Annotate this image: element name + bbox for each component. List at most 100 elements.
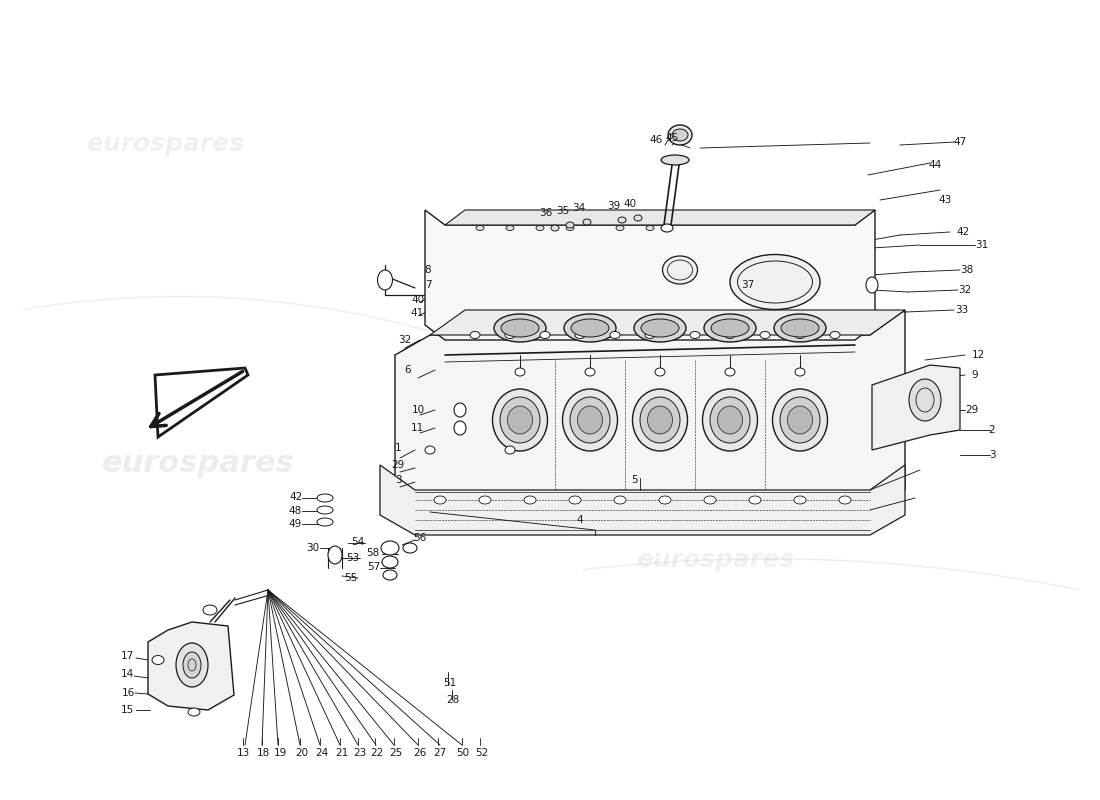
Text: 12: 12 [971, 350, 984, 360]
Ellipse shape [661, 224, 673, 232]
Text: 40: 40 [411, 295, 425, 305]
Text: 39: 39 [607, 201, 620, 211]
Ellipse shape [725, 331, 735, 338]
Text: eurospares: eurospares [101, 450, 295, 478]
Text: 28: 28 [447, 695, 460, 705]
Text: 46: 46 [649, 135, 662, 145]
Text: 49: 49 [288, 519, 301, 529]
Text: 36: 36 [539, 208, 552, 218]
Ellipse shape [566, 222, 574, 228]
Ellipse shape [328, 546, 342, 564]
Polygon shape [425, 210, 874, 340]
Text: 31: 31 [976, 240, 989, 250]
Ellipse shape [493, 389, 548, 451]
Text: 35: 35 [557, 206, 570, 216]
Text: 3: 3 [395, 475, 402, 485]
Text: 17: 17 [120, 651, 133, 661]
Polygon shape [379, 465, 905, 535]
Ellipse shape [780, 397, 820, 443]
Ellipse shape [730, 254, 820, 310]
Ellipse shape [645, 331, 654, 338]
Ellipse shape [704, 496, 716, 504]
Text: 23: 23 [353, 748, 366, 758]
Text: 21: 21 [336, 748, 349, 758]
Text: 56: 56 [414, 533, 427, 543]
Ellipse shape [616, 226, 624, 230]
Ellipse shape [152, 655, 164, 665]
Ellipse shape [204, 605, 217, 615]
Text: eurospares: eurospares [636, 548, 794, 572]
Ellipse shape [470, 331, 480, 338]
Ellipse shape [478, 496, 491, 504]
Ellipse shape [866, 277, 878, 293]
Ellipse shape [403, 543, 417, 553]
Ellipse shape [500, 319, 539, 337]
Text: 32: 32 [958, 285, 971, 295]
Text: 14: 14 [120, 669, 133, 679]
Ellipse shape [505, 331, 515, 338]
Ellipse shape [794, 496, 806, 504]
Ellipse shape [564, 314, 616, 342]
Ellipse shape [788, 406, 813, 434]
Text: 45: 45 [666, 133, 679, 143]
Ellipse shape [690, 331, 700, 338]
Text: 42: 42 [956, 227, 969, 237]
Ellipse shape [648, 406, 672, 434]
Ellipse shape [494, 314, 546, 342]
Ellipse shape [515, 368, 525, 376]
Text: 15: 15 [120, 705, 133, 715]
Text: 50: 50 [456, 748, 470, 758]
Text: 10: 10 [411, 405, 425, 415]
Ellipse shape [654, 368, 666, 376]
Text: 19: 19 [274, 748, 287, 758]
Text: 1: 1 [395, 443, 402, 453]
Text: 33: 33 [956, 305, 969, 315]
Ellipse shape [425, 446, 435, 454]
Text: 2: 2 [989, 425, 996, 435]
Ellipse shape [774, 314, 826, 342]
Text: 43: 43 [938, 195, 952, 205]
Ellipse shape [551, 225, 559, 231]
Text: 13: 13 [236, 748, 250, 758]
Polygon shape [872, 365, 960, 450]
Ellipse shape [640, 397, 680, 443]
Text: 25: 25 [389, 748, 403, 758]
Text: 55: 55 [344, 573, 358, 583]
Text: 11: 11 [410, 423, 424, 433]
Ellipse shape [317, 494, 333, 502]
Ellipse shape [434, 496, 446, 504]
FancyArrowPatch shape [23, 297, 458, 339]
Text: 3: 3 [989, 450, 996, 460]
Text: 6: 6 [405, 365, 411, 375]
Text: 7: 7 [425, 280, 431, 290]
Ellipse shape [659, 496, 671, 504]
Text: 52: 52 [475, 748, 488, 758]
Ellipse shape [668, 125, 692, 145]
Polygon shape [155, 368, 248, 437]
Ellipse shape [717, 406, 743, 434]
Polygon shape [395, 310, 905, 510]
Ellipse shape [500, 397, 540, 443]
Ellipse shape [585, 368, 595, 376]
Ellipse shape [749, 496, 761, 504]
Text: 5: 5 [631, 475, 638, 485]
Ellipse shape [454, 421, 466, 435]
Text: eurospares: eurospares [651, 210, 845, 238]
Text: 48: 48 [288, 506, 301, 516]
Ellipse shape [317, 506, 333, 514]
Text: 22: 22 [371, 748, 384, 758]
Text: 40: 40 [624, 199, 637, 209]
Text: 32: 32 [398, 335, 411, 345]
Text: 8: 8 [425, 265, 431, 275]
Ellipse shape [703, 389, 758, 451]
Text: 42: 42 [289, 492, 302, 502]
Ellipse shape [662, 256, 697, 284]
Ellipse shape [710, 397, 750, 443]
Ellipse shape [618, 217, 626, 223]
Ellipse shape [711, 319, 749, 337]
Ellipse shape [641, 319, 679, 337]
Text: eurospares: eurospares [86, 132, 244, 156]
Text: 20: 20 [296, 748, 309, 758]
Ellipse shape [383, 570, 397, 580]
Ellipse shape [614, 496, 626, 504]
